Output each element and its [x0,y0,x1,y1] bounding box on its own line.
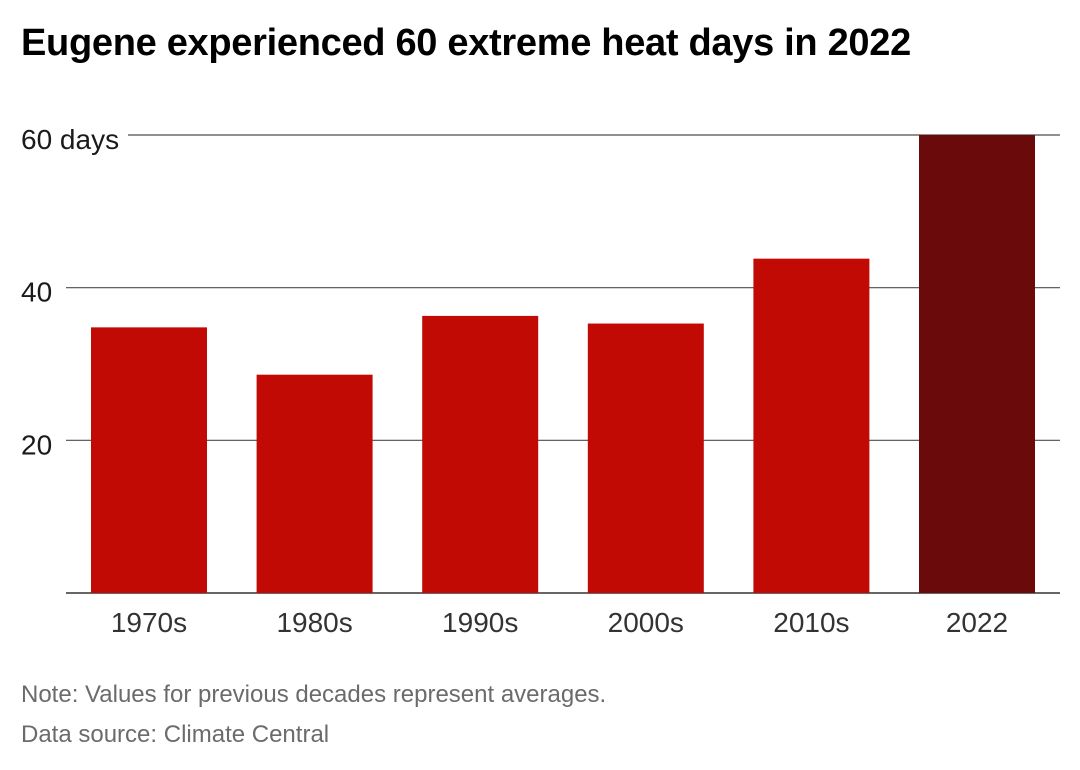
bar-2022 [919,135,1035,593]
bar-1970s [91,327,207,593]
x-tick-label: 1970s [111,607,187,638]
x-tick-label: 1990s [442,607,518,638]
x-tick-label: 1980s [276,607,352,638]
bar-1990s [422,315,539,593]
footnote-note: Note: Values for previous decades repres… [21,681,607,708]
y-axis-ticks: 20 40 60 days [21,124,119,460]
data-source: Data source: Climate Central [21,721,330,748]
chart-title: Eugene experienced 60 extreme heat days … [21,22,911,64]
y-tick-label: 40 [21,277,52,308]
bar-2000s [587,323,704,593]
y-tick-label: 60 days [21,124,119,155]
x-tick-label: 2000s [608,607,684,638]
x-tick-label: 2010s [773,607,849,638]
bars [91,135,1035,593]
bar-2010s [753,258,870,593]
y-tick-label: 20 [21,429,52,460]
bar-1980s [256,374,373,593]
x-tick-label: 2022 [946,607,1008,638]
gridlines [66,134,1060,594]
x-axis-ticks: 1970s 1980s 1990s 2000s 2010s 2022 [111,607,1008,638]
